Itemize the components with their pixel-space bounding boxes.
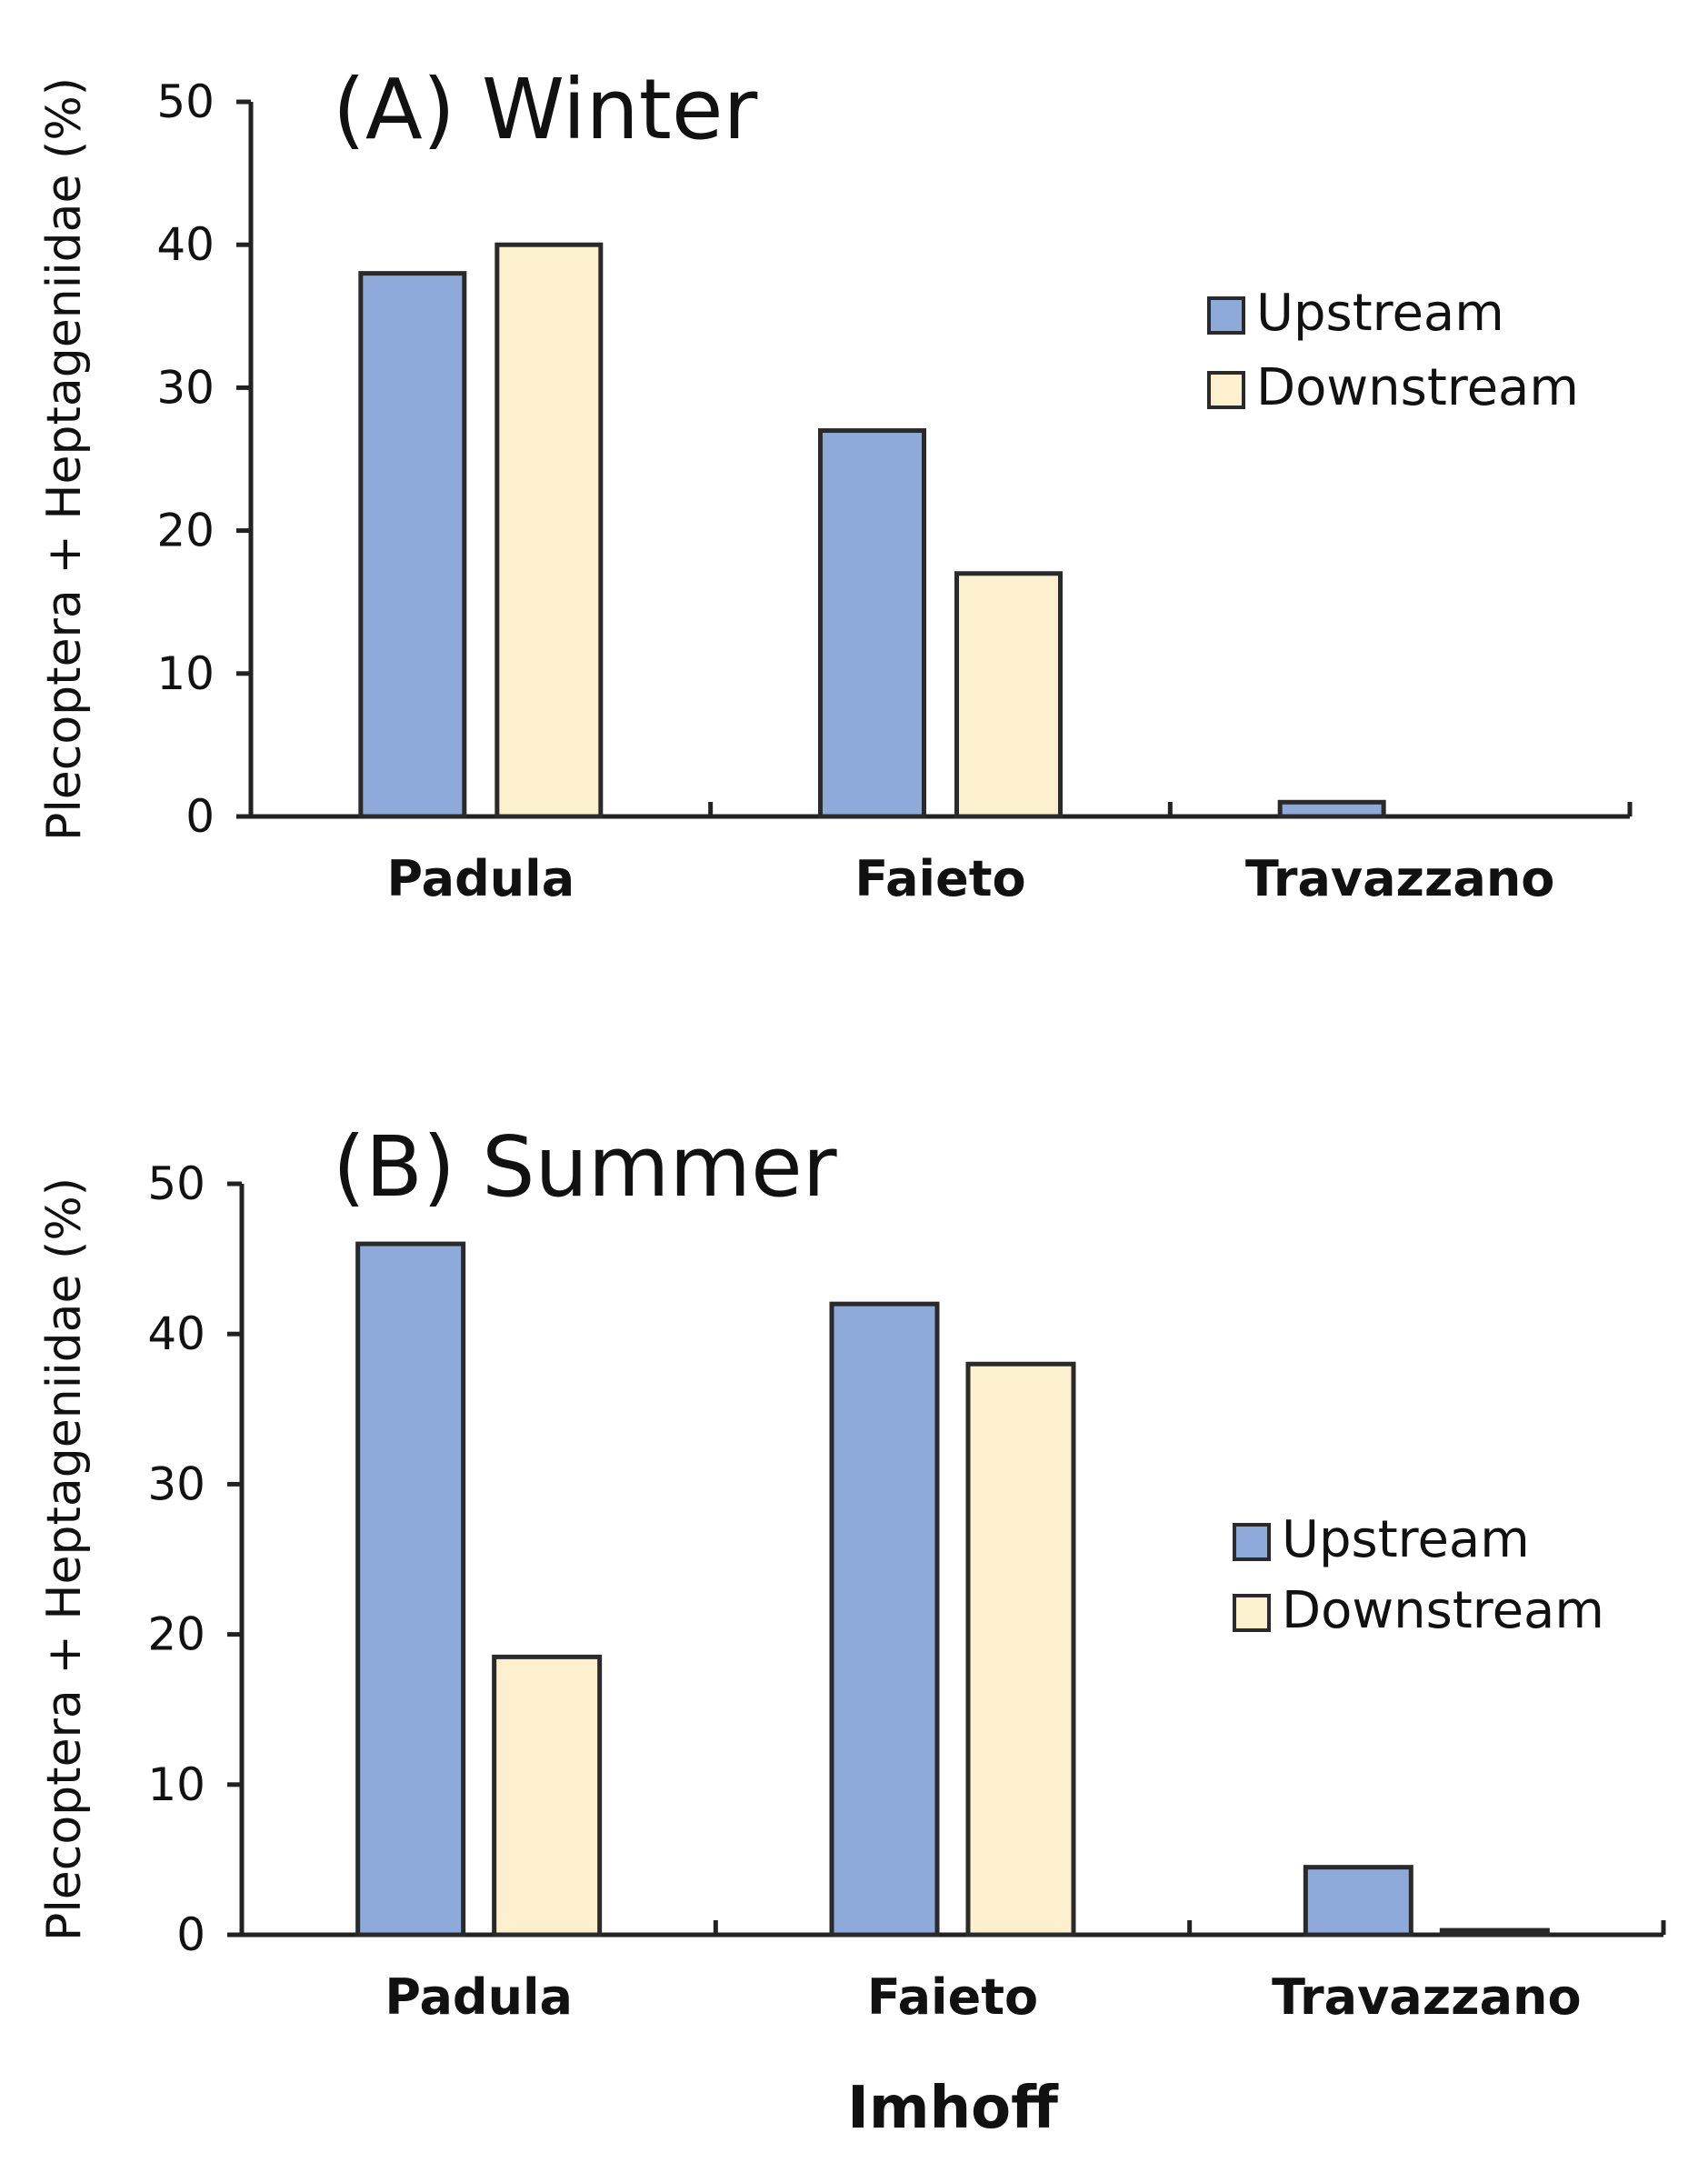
- bar-upstream-travazzano: [1277, 799, 1386, 819]
- y-tick-label: 30: [156, 361, 215, 414]
- y-tick-label: 10: [156, 647, 215, 700]
- legend-swatch-upstream: [1207, 296, 1245, 335]
- category-label: Faieto: [854, 850, 1025, 907]
- y-axis-label: Plecoptera + Heptageniidae (%): [37, 1177, 92, 1941]
- chart-panel-winter: 0 10 20 30 40 50 Padula Faieto Travazzano (A) Win…: [37, 61, 1633, 907]
- y-tick-label: 0: [185, 790, 215, 843]
- y-tick-label: 30: [147, 1457, 205, 1510]
- y-tick-label: 20: [147, 1608, 205, 1661]
- panel-title: (B) Summer: [333, 1118, 837, 1216]
- y-tick-label: 0: [176, 1908, 205, 1961]
- legend-swatch-upstream: [1233, 1523, 1271, 1561]
- y-tick-label: 50: [156, 75, 215, 128]
- chart-panel-summer: 0 10 20 30 40 50 Padula Faieto Travazzano (B) Sum…: [37, 1118, 1666, 2142]
- bar-downstream-faieto: [965, 1361, 1076, 1938]
- bar-downstream-padula: [494, 242, 604, 819]
- y-tick-label: 40: [156, 218, 215, 271]
- bar-upstream-travazzano: [1303, 1865, 1413, 1938]
- y-tick-label: 50: [147, 1157, 205, 1210]
- legend-swatch-downstream: [1207, 371, 1245, 409]
- category-label: Padula: [387, 850, 575, 907]
- legend-label: Upstream: [1282, 1510, 1530, 1569]
- legend-swatch-downstream: [1233, 1594, 1271, 1632]
- y-tick-label: 20: [156, 505, 215, 557]
- bar-upstream-padula: [358, 271, 467, 819]
- legend-label: Upstream: [1256, 284, 1504, 343]
- category-label: Faieto: [867, 1968, 1038, 2026]
- bar-downstream-travazzano: [1439, 1928, 1550, 1938]
- category-label: Padula: [385, 1968, 573, 2026]
- legend-label: Downstream: [1256, 358, 1579, 417]
- y-axis-label: Plecoptera + Heptageniidae (%): [37, 77, 92, 841]
- y-tick-label: 40: [147, 1307, 205, 1360]
- bar-downstream-faieto: [954, 571, 1063, 819]
- bar-downstream-padula: [492, 1654, 603, 1938]
- bar-upstream-padula: [355, 1241, 466, 1938]
- y-tick-label: 10: [147, 1758, 205, 1811]
- bar-upstream-faieto: [818, 428, 926, 819]
- legend: Upstream Downstream: [1207, 284, 1579, 417]
- category-label: Travazzano: [1245, 850, 1554, 907]
- panel-title: (A) Winter: [333, 61, 757, 158]
- bar-upstream-faieto: [829, 1301, 940, 1938]
- legend: Upstream Downstream: [1233, 1510, 1604, 1640]
- x-axis-label: Imhoff: [847, 2075, 1059, 2142]
- category-label: Travazzano: [1272, 1968, 1581, 2026]
- legend-label: Downstream: [1282, 1581, 1604, 1640]
